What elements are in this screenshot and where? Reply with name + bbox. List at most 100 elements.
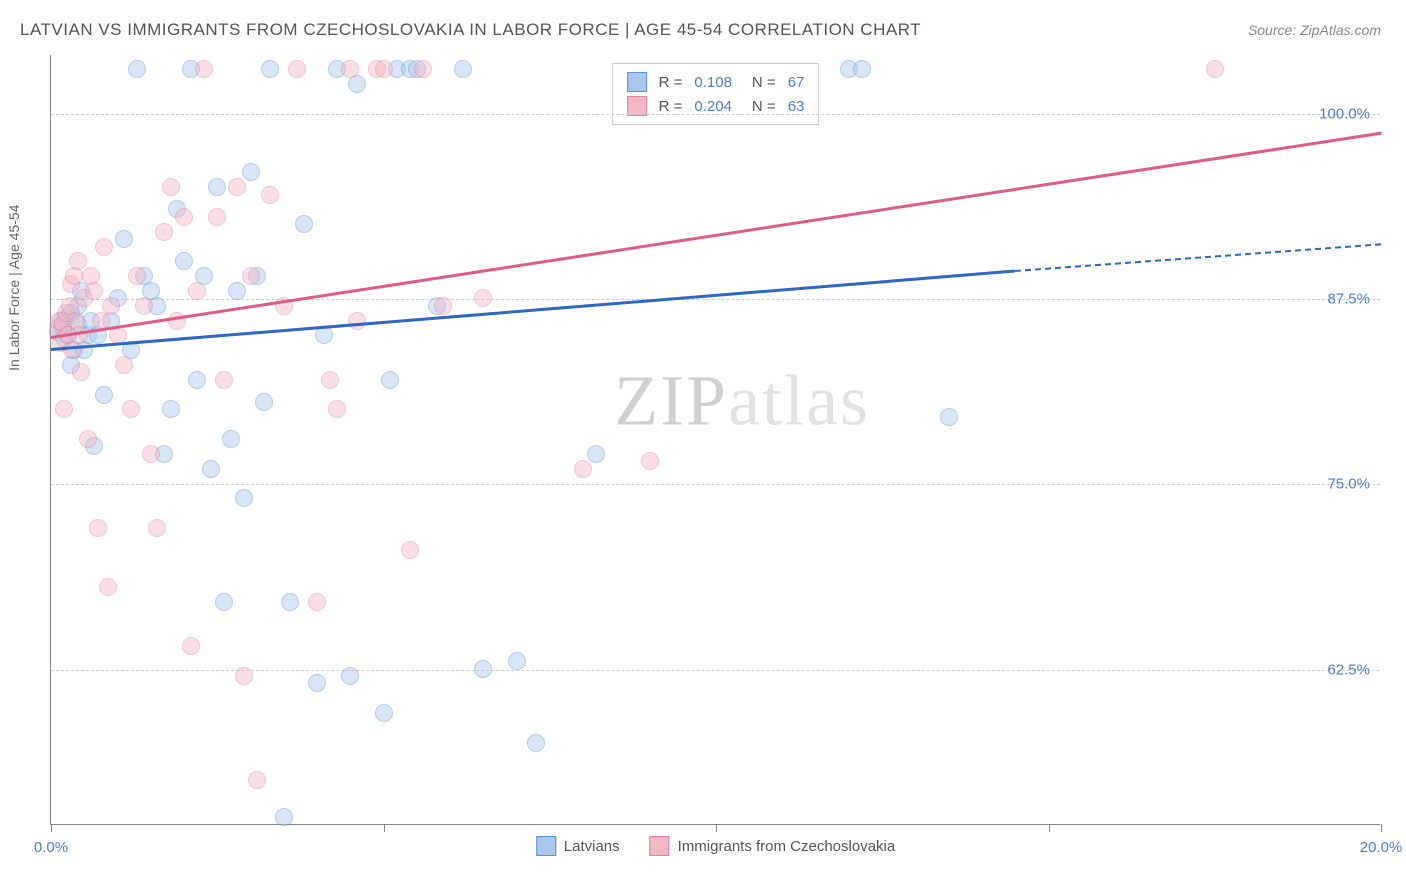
scatter-point <box>235 667 253 685</box>
scatter-point <box>295 215 313 233</box>
scatter-point <box>142 445 160 463</box>
scatter-point <box>79 430 97 448</box>
scatter-point <box>182 637 200 655</box>
x-tick <box>1049 824 1050 832</box>
legend-series-label: Immigrants from Czechoslovakia <box>678 838 896 855</box>
scatter-point <box>202 460 220 478</box>
legend-swatch <box>627 96 647 116</box>
scatter-point <box>341 60 359 78</box>
legend-swatch <box>627 72 647 92</box>
scatter-point <box>474 660 492 678</box>
scatter-point <box>248 771 266 789</box>
scatter-point <box>375 60 393 78</box>
scatter-point <box>155 223 173 241</box>
scatter-point <box>261 186 279 204</box>
scatter-point <box>175 208 193 226</box>
scatter-point <box>55 400 73 418</box>
scatter-point <box>208 178 226 196</box>
scatter-point <box>188 371 206 389</box>
scatter-point <box>328 400 346 418</box>
scatter-point <box>175 252 193 270</box>
legend-r-value: 0.108 <box>694 74 732 91</box>
scatter-point <box>940 408 958 426</box>
scatter-point <box>222 430 240 448</box>
scatter-point <box>228 282 246 300</box>
y-tick-label: 75.0% <box>1327 476 1370 493</box>
x-tick <box>1381 824 1382 832</box>
scatter-point <box>215 593 233 611</box>
scatter-point <box>115 356 133 374</box>
scatter-point <box>215 371 233 389</box>
scatter-point <box>574 460 592 478</box>
scatter-point <box>474 289 492 307</box>
legend-series-item: Latvians <box>536 836 620 856</box>
legend-row: R = 0.108 N = 67 <box>627 70 805 94</box>
scatter-point <box>341 667 359 685</box>
scatter-point <box>321 371 339 389</box>
scatter-point <box>242 267 260 285</box>
scatter-point <box>95 238 113 256</box>
scatter-point <box>527 734 545 752</box>
chart-title: LATVIAN VS IMMIGRANTS FROM CZECHOSLOVAKI… <box>20 20 921 40</box>
legend-series: Latvians Immigrants from Czechoslovakia <box>536 836 895 856</box>
scatter-point <box>1206 60 1224 78</box>
scatter-point <box>281 593 299 611</box>
scatter-point <box>188 282 206 300</box>
scatter-point <box>308 674 326 692</box>
legend-swatch <box>536 836 556 856</box>
legend-n-value: 67 <box>788 74 805 91</box>
scatter-point <box>95 386 113 404</box>
x-tick <box>716 824 717 832</box>
x-tick <box>51 824 52 832</box>
y-axis-label: In Labor Force | Age 45-54 <box>6 205 22 371</box>
scatter-point <box>242 163 260 181</box>
plot-area: ZIPatlas R =0.108N =67R =0.204N =63 Latv… <box>50 55 1380 825</box>
chart-container: LATVIAN VS IMMIGRANTS FROM CZECHOSLOVAKI… <box>0 0 1406 892</box>
scatter-point <box>454 60 472 78</box>
legend-correlation: R = 0.108 N = 67 R = 0.204 N = 63 <box>612 63 820 125</box>
legend-n-value: 63 <box>788 98 805 115</box>
x-tick-label: 0.0% <box>34 839 68 856</box>
scatter-point <box>85 282 103 300</box>
scatter-point <box>122 400 140 418</box>
scatter-point <box>195 60 213 78</box>
legend-series-label: Latvians <box>564 838 620 855</box>
legend-swatch <box>650 836 670 856</box>
y-tick-label: 87.5% <box>1327 291 1370 308</box>
scatter-point <box>235 489 253 507</box>
scatter-point <box>89 519 107 537</box>
gridline <box>51 484 1380 485</box>
legend-r-label: R = <box>659 74 683 91</box>
source-label: Source: ZipAtlas.com <box>1248 22 1381 38</box>
watermark: ZIPatlas <box>614 360 870 443</box>
trend-line <box>1015 243 1381 272</box>
scatter-point <box>208 208 226 226</box>
scatter-point <box>115 230 133 248</box>
gridline <box>51 299 1380 300</box>
legend-n-label: N = <box>752 98 776 115</box>
scatter-point <box>148 519 166 537</box>
scatter-point <box>72 363 90 381</box>
legend-r-value: 0.204 <box>694 98 732 115</box>
scatter-point <box>414 60 432 78</box>
scatter-point <box>275 808 293 826</box>
scatter-point <box>508 652 526 670</box>
scatter-point <box>587 445 605 463</box>
scatter-point <box>375 704 393 722</box>
legend-r-label: R = <box>659 98 683 115</box>
scatter-point <box>853 60 871 78</box>
scatter-point <box>255 393 273 411</box>
scatter-point <box>641 452 659 470</box>
scatter-point <box>381 371 399 389</box>
scatter-point <box>162 400 180 418</box>
y-tick-label: 62.5% <box>1327 661 1370 678</box>
scatter-point <box>261 60 279 78</box>
scatter-point <box>162 178 180 196</box>
scatter-point <box>135 297 153 315</box>
scatter-point <box>102 297 120 315</box>
legend-n-label: N = <box>752 74 776 91</box>
y-tick-label: 100.0% <box>1319 106 1370 123</box>
scatter-point <box>348 312 366 330</box>
legend-series-item: Immigrants from Czechoslovakia <box>650 836 896 856</box>
scatter-point <box>228 178 246 196</box>
